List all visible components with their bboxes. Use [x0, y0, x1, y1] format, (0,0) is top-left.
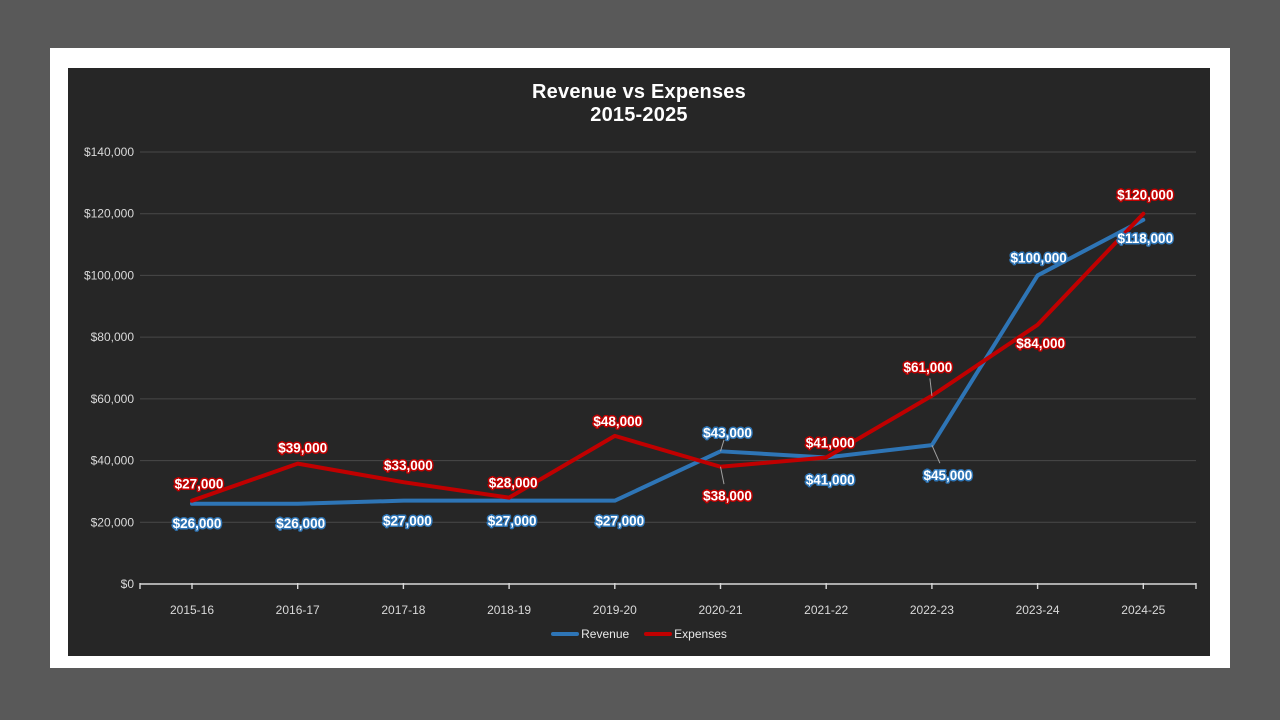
y-tick-label: $140,000	[84, 145, 134, 159]
x-tick-label: 2015-16	[170, 603, 214, 617]
data-label: $43,000	[703, 425, 752, 440]
data-label: $100,000	[1010, 250, 1066, 265]
revenue-data-labels: $26,000 $26,000 $27,000 $27,000 $27,000 $43,0…	[171, 229, 1174, 532]
data-label: $27,000	[383, 514, 432, 529]
legend-item-revenue[interactable]: Revenue	[551, 627, 629, 641]
expenses-label-leader	[929, 378, 933, 396]
data-label: $39,000	[278, 441, 327, 456]
x-tick-label: 2023-24	[1016, 603, 1060, 617]
x-tick-label: 2016-17	[276, 603, 320, 617]
data-label: $27,000	[595, 514, 644, 529]
expenses-line	[190, 211, 1146, 503]
legend-item-expenses[interactable]: Expenses	[644, 627, 727, 641]
y-tick-label: $100,000	[84, 268, 134, 282]
y-tick-label: $80,000	[91, 330, 135, 344]
data-label: $45,000	[923, 468, 972, 483]
data-label: $120,000	[1117, 188, 1173, 203]
gridlines	[140, 151, 1196, 523]
y-tick-label: $40,000	[91, 454, 135, 468]
data-label: $61,000	[903, 360, 952, 375]
data-label: $41,000	[806, 472, 855, 487]
legend: Revenue Expenses	[68, 627, 1210, 641]
x-axis	[139, 583, 1197, 589]
data-label: $28,000	[489, 476, 538, 491]
chart-area[interactable]: Revenue vs Expenses 2015-2025 $0 $20,000 $…	[68, 68, 1210, 656]
revenue-label-leader	[720, 439, 725, 452]
y-tick-label: $20,000	[91, 515, 135, 529]
legend-label-revenue: Revenue	[581, 627, 630, 641]
plot-area: $0 $20,000 $40,000 $60,000 $80,000 $100,000 $1…	[84, 145, 1197, 617]
expenses-data-labels: $27,000 $39,000 $33,000 $28,000 $48,000 $38,0…	[173, 186, 1175, 505]
revenue-label-leader	[931, 444, 941, 464]
data-label: $27,000	[175, 477, 224, 492]
data-label: $26,000	[276, 516, 325, 531]
data-label: $26,000	[173, 516, 222, 531]
x-tick-label: 2024-25	[1121, 603, 1165, 617]
x-axis-labels: 2015-16 2016-17 2017-18 2018-19 2019-20 2020-…	[170, 603, 1166, 617]
x-tick-label: 2022-23	[910, 603, 954, 617]
y-tick-label: $0	[121, 577, 135, 591]
x-tick-label: 2020-21	[698, 603, 742, 617]
chart-title: Revenue vs Expenses 2015-2025	[68, 81, 1210, 127]
x-tick-label: 2019-20	[593, 603, 637, 617]
data-label: $84,000	[1016, 336, 1065, 351]
expenses-line-swatch-icon	[644, 632, 673, 636]
data-label: $41,000	[806, 435, 855, 450]
data-label: $27,000	[488, 514, 537, 529]
x-tick-label: 2018-19	[487, 603, 531, 617]
expenses-label-leader	[720, 466, 725, 485]
chart-title-line1: Revenue vs Expenses	[532, 81, 746, 103]
data-label: $33,000	[384, 458, 433, 473]
data-label: $118,000	[1118, 231, 1174, 246]
revenue-line	[190, 217, 1146, 506]
slide: Revenue vs Expenses 2015-2025 $0 $20,000 $…	[50, 48, 1230, 668]
chart-title-line2: 2015-2025	[590, 104, 688, 126]
y-tick-label: $120,000	[84, 207, 134, 221]
data-label: $38,000	[703, 489, 752, 504]
y-axis-labels: $0 $20,000 $40,000 $60,000 $80,000 $100,000 $1…	[84, 145, 134, 591]
data-label: $48,000	[593, 414, 642, 429]
x-tick-label: 2017-18	[381, 603, 425, 617]
x-tick-label: 2021-22	[804, 603, 848, 617]
revenue-line-swatch-icon	[551, 632, 580, 636]
legend-label-expenses: Expenses	[674, 627, 727, 641]
y-tick-label: $60,000	[91, 392, 135, 406]
